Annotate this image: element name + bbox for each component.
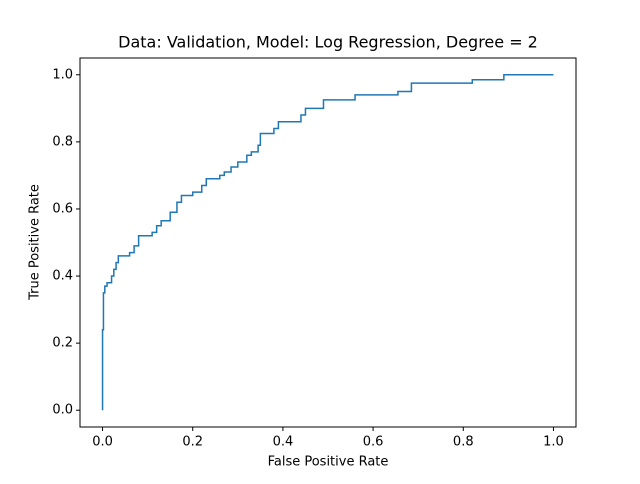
x-axis-label: False Positive Rate	[268, 455, 389, 470]
y-tick-label: 0.2	[52, 336, 73, 351]
y-tick-label: 0.8	[52, 134, 73, 149]
y-axis-label: True Positive Rate	[28, 184, 43, 301]
roc-curve	[101, 74, 554, 411]
x-tick-label: 0.0	[92, 435, 113, 450]
chart-title: Data: Validation, Model: Log Regression,…	[118, 33, 538, 52]
y-tick-label: 0.6	[52, 201, 73, 216]
y-tick-label: 1.0	[52, 67, 73, 82]
x-tick-label: 0.4	[273, 435, 294, 450]
y-tick-label: 0.0	[52, 403, 73, 418]
y-tick-label: 0.4	[52, 269, 73, 284]
x-tick-label: 0.2	[182, 435, 203, 450]
axes-frame	[79, 57, 577, 428]
x-tick-label: 0.6	[363, 435, 384, 450]
x-tick-label: 0.8	[453, 435, 474, 450]
x-tick-label: 1.0	[543, 435, 564, 450]
